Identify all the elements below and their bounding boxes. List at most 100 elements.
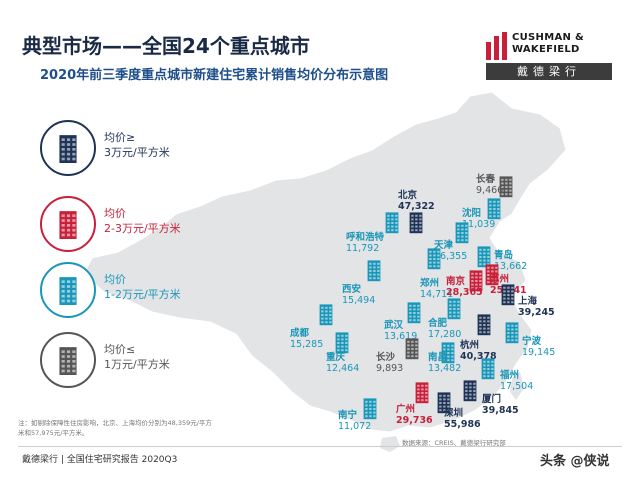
city-building-icon bbox=[437, 392, 451, 414]
city-building-icon bbox=[499, 176, 513, 198]
city-label: 厦门 39,845 bbox=[482, 394, 519, 416]
city-label: 郑州 14,711 bbox=[420, 278, 453, 300]
city-label: 南京 28,365 bbox=[446, 276, 483, 298]
city-label: 南宁 11,072 bbox=[338, 410, 371, 432]
city-price: 11,792 bbox=[346, 243, 380, 254]
city-name: 南宁 bbox=[338, 410, 358, 421]
legend-item-mid: 均价 2-3万元/平方米 bbox=[40, 196, 190, 256]
city-price: 17,280 bbox=[428, 329, 462, 340]
city-building-icon bbox=[447, 298, 461, 320]
city-label: 长春 9,466 bbox=[476, 174, 503, 196]
city-building-icon bbox=[469, 270, 483, 292]
city-label: 福州 17,504 bbox=[500, 370, 533, 392]
city-price: 12,464 bbox=[326, 363, 360, 374]
building-icon bbox=[59, 135, 77, 163]
footer-divider bbox=[18, 446, 622, 447]
city-name: 长春 bbox=[476, 174, 496, 185]
city-label: 青岛 13,662 bbox=[494, 250, 527, 272]
city-building-icon bbox=[407, 302, 421, 324]
city-name: 厦门 bbox=[482, 394, 502, 405]
legend-label-line1: 均价≤ bbox=[104, 343, 136, 356]
city-building-icon bbox=[427, 248, 441, 270]
legend-circle bbox=[40, 332, 96, 388]
legend-label-line2: 3万元/平方米 bbox=[104, 146, 170, 159]
city-price: 13,482 bbox=[428, 363, 462, 374]
city-building-icon bbox=[455, 222, 469, 244]
city-building-icon bbox=[319, 304, 333, 326]
city-building-icon bbox=[485, 264, 499, 286]
building-icon bbox=[59, 211, 77, 239]
city-name: 合肥 bbox=[428, 318, 448, 329]
city-label: 天津 16,355 bbox=[434, 240, 467, 262]
legend-item-min: 均价≤ 1万元/平方米 bbox=[40, 332, 190, 392]
watermark: 头条 @侠说 bbox=[540, 454, 610, 469]
city-name: 沈阳 bbox=[462, 208, 482, 219]
city-name: 郑州 bbox=[420, 278, 440, 289]
legend-label: 均价 2-3万元/平方米 bbox=[104, 206, 181, 236]
city-price: 29,736 bbox=[396, 415, 433, 426]
city-building-icon bbox=[409, 212, 423, 234]
city-building-icon bbox=[481, 358, 495, 380]
city-label: 重庆 12,464 bbox=[326, 352, 359, 374]
city-label: 深圳 55,986 bbox=[444, 408, 481, 430]
logo-name-line1: CUSHMAN & bbox=[512, 32, 584, 43]
legend-label-line1: 均价≥ bbox=[104, 131, 136, 144]
city-label: 北京 47,322 bbox=[398, 190, 435, 212]
city-name: 苏州 bbox=[490, 274, 510, 285]
legend-label-line2: 2-3万元/平方米 bbox=[104, 222, 181, 235]
footer-text: 戴德梁行 | 全国住宅研究报告 2020Q3 bbox=[22, 455, 178, 465]
city-name: 西安 bbox=[342, 284, 362, 295]
city-price: 9,893 bbox=[376, 363, 404, 374]
city-building-icon bbox=[477, 246, 491, 268]
city-price: 47,322 bbox=[398, 201, 435, 212]
legend-circle bbox=[40, 196, 96, 252]
city-label: 呼和浩特 11,792 bbox=[346, 232, 384, 254]
city-name: 成都 bbox=[290, 328, 310, 339]
city-label: 上海 39,245 bbox=[518, 296, 555, 318]
hainan-island bbox=[380, 436, 400, 452]
city-name: 南京 bbox=[446, 276, 466, 287]
city-price: 14,711 bbox=[420, 289, 454, 300]
legend-circle bbox=[40, 262, 96, 318]
city-name: 广州 bbox=[396, 404, 416, 415]
legend-circle bbox=[40, 120, 96, 176]
city-price: 11,039 bbox=[462, 219, 496, 230]
footnote: 注：如剔除保障性住房影响，北京、上海均价分别为48,359元/平方米和57,97… bbox=[18, 419, 212, 437]
city-price: 13,662 bbox=[494, 261, 528, 272]
city-building-icon bbox=[501, 284, 515, 306]
city-price: 17,504 bbox=[500, 381, 534, 392]
city-price: 40,378 bbox=[460, 351, 497, 362]
building-icon bbox=[59, 277, 77, 305]
city-name: 天津 bbox=[434, 240, 454, 251]
city-building-icon bbox=[363, 398, 377, 420]
city-price: 15,285 bbox=[290, 339, 324, 350]
city-name: 南昌 bbox=[428, 352, 448, 363]
city-label: 合肥 17,280 bbox=[428, 318, 461, 340]
city-building-icon bbox=[415, 382, 429, 404]
taiwan-island bbox=[510, 372, 524, 400]
city-name: 杭州 bbox=[460, 340, 480, 351]
city-building-icon bbox=[405, 338, 419, 360]
city-price: 9,466 bbox=[476, 185, 504, 196]
legend-item-low: 均价 1-2万元/平方米 bbox=[40, 262, 190, 322]
city-building-icon bbox=[367, 260, 381, 282]
legend-label: 均价≥ 3万元/平方米 bbox=[104, 130, 170, 160]
legend-label-line2: 1-2万元/平方米 bbox=[104, 288, 181, 301]
city-label: 西安 15,494 bbox=[342, 284, 375, 306]
legend-label: 均价 1-2万元/平方米 bbox=[104, 272, 181, 302]
city-name: 深圳 bbox=[444, 408, 464, 419]
city-price: 39,245 bbox=[518, 307, 555, 318]
city-name: 呼和浩特 bbox=[346, 232, 385, 243]
city-price: 15,494 bbox=[342, 295, 376, 306]
city-name: 武汉 bbox=[384, 320, 404, 331]
page-subtitle: 2020年前三季度重点城市新建住宅累计销售均价分布示意图 bbox=[40, 68, 389, 83]
city-building-icon bbox=[505, 322, 519, 344]
city-building-icon bbox=[441, 342, 455, 364]
legend-label-line2: 1万元/平方米 bbox=[104, 358, 170, 371]
legend-item-high: 均价≥ 3万元/平方米 bbox=[40, 120, 190, 180]
city-building-icon bbox=[385, 212, 399, 234]
logo-name: CUSHMAN & WAKEFIELD bbox=[512, 32, 584, 56]
city-price: 39,845 bbox=[482, 405, 519, 416]
city-name: 北京 bbox=[398, 190, 418, 201]
city-label: 南昌 13,482 bbox=[428, 352, 461, 374]
